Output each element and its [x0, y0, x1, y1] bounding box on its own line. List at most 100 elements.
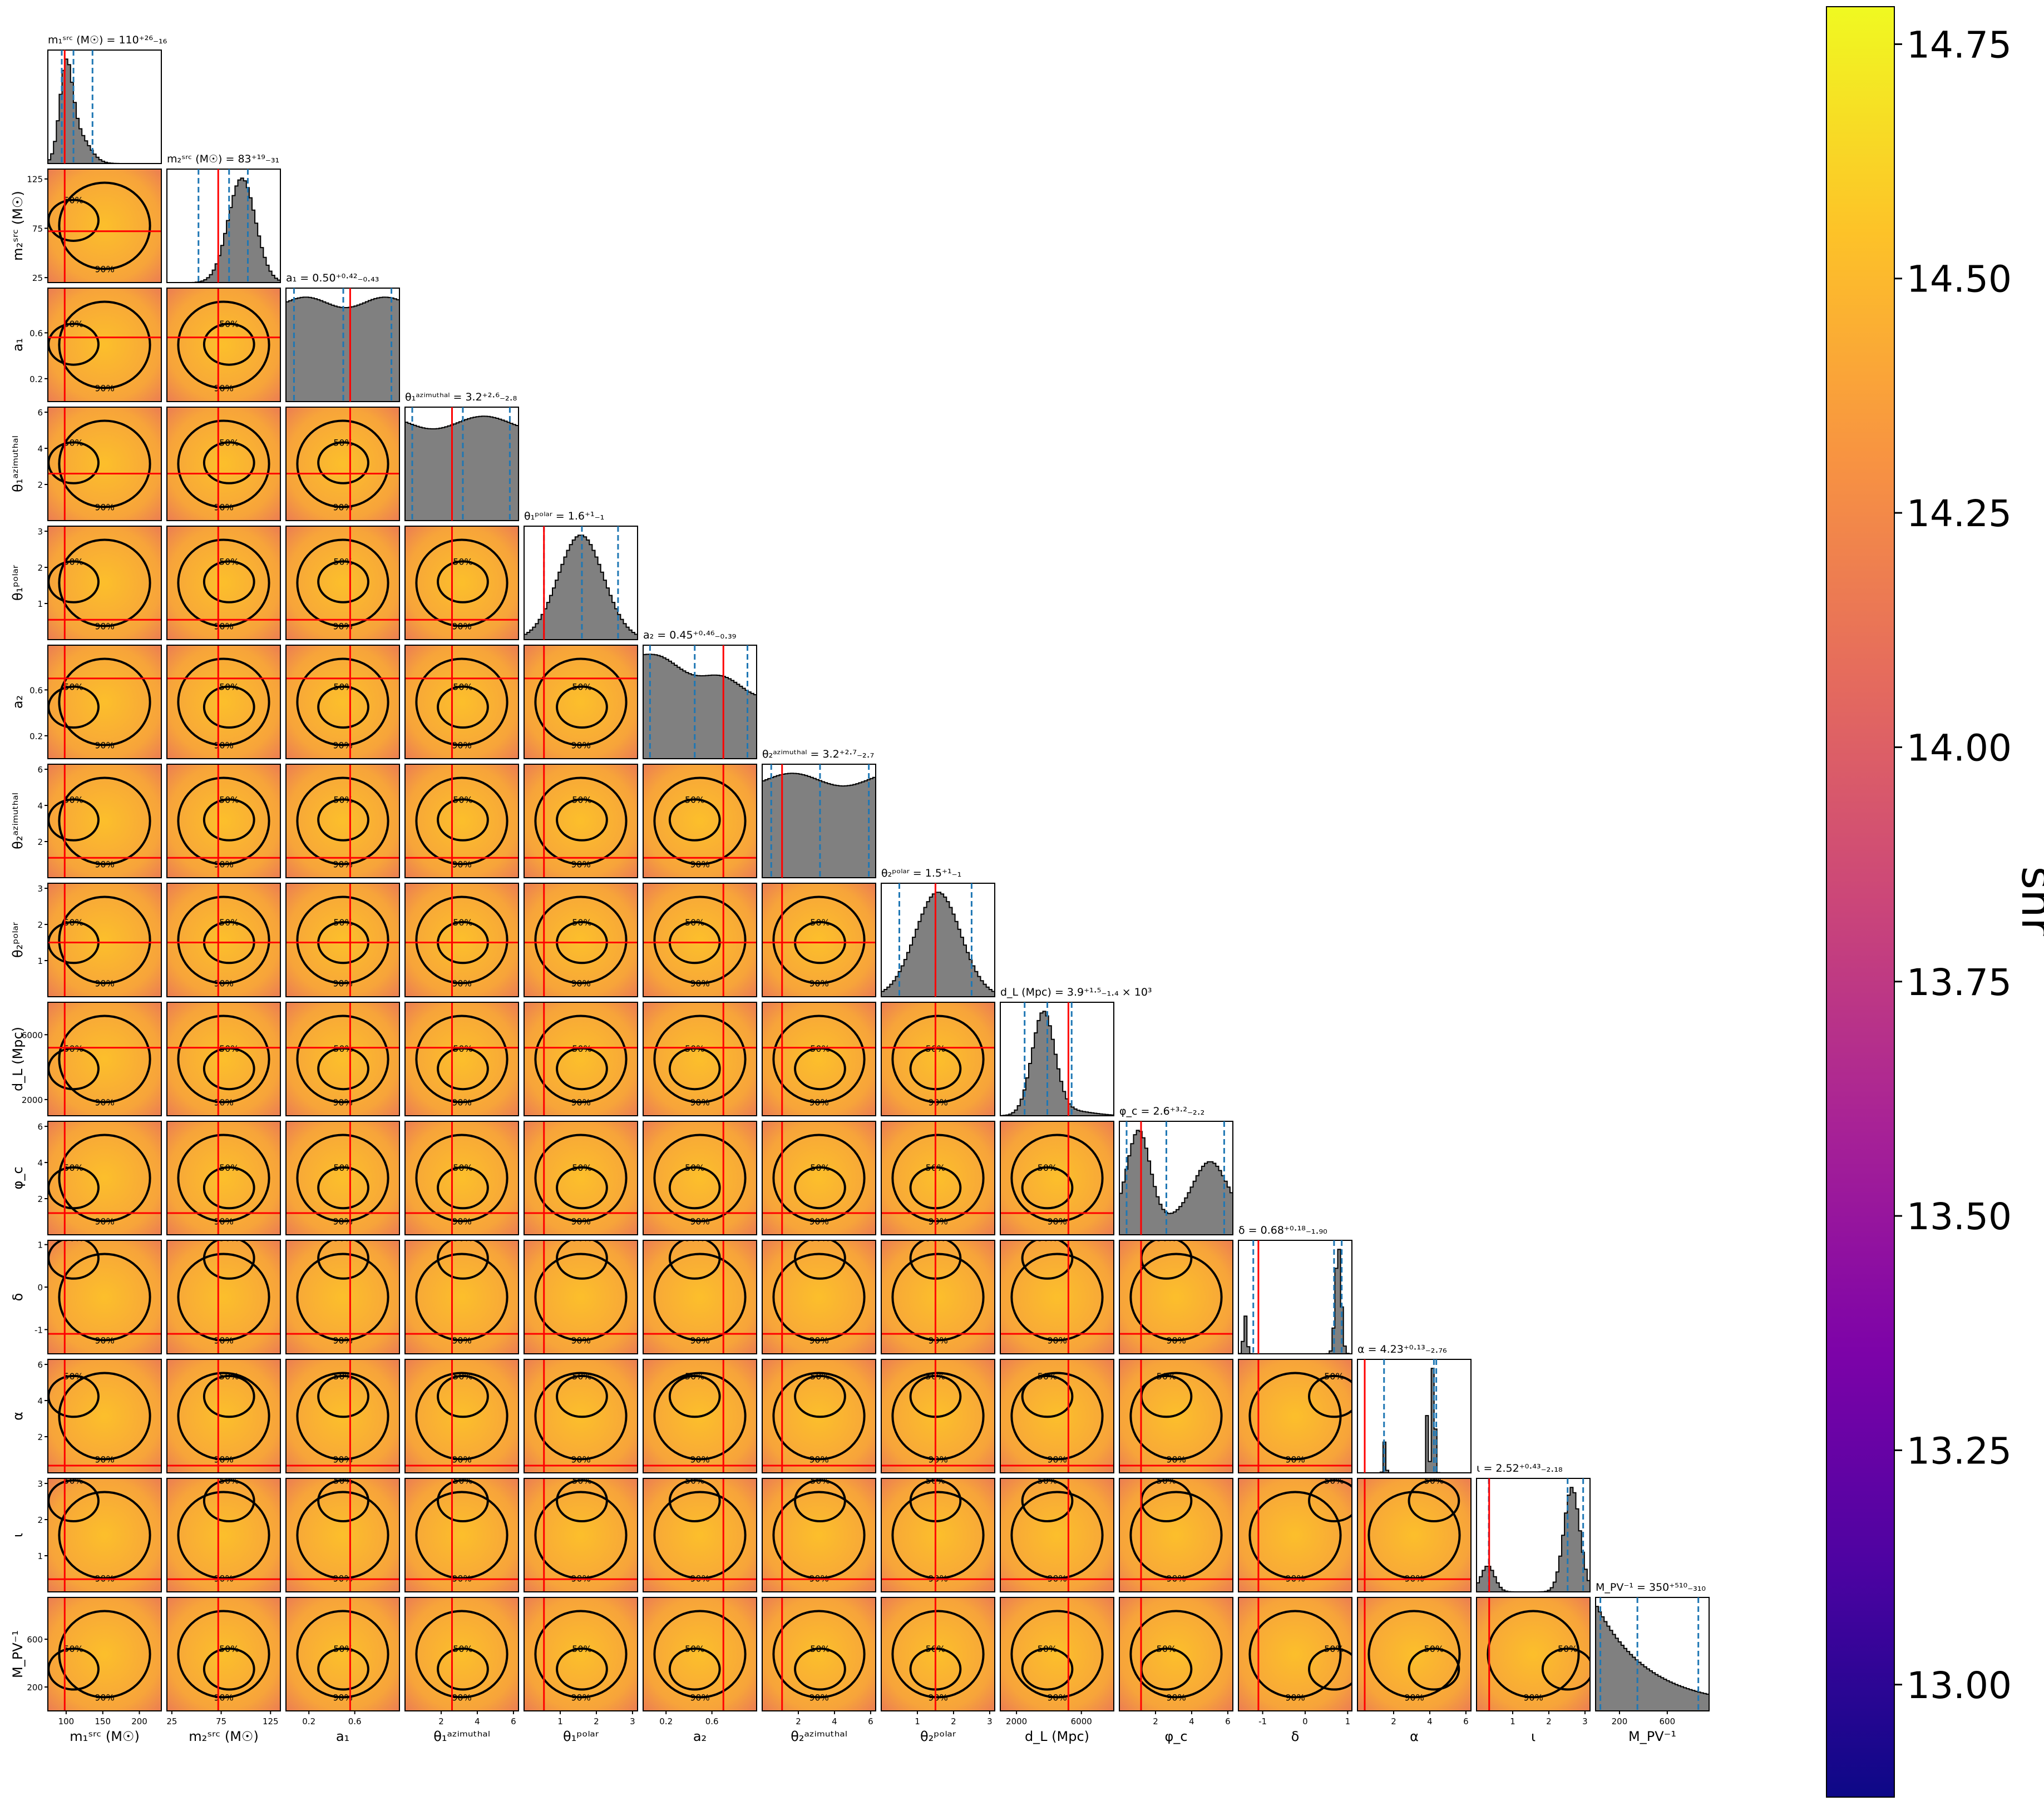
contour-label-50-phic-theta1pol: 50%: [572, 1162, 592, 1173]
contour-label-90-alpha-m1src: 90%: [95, 1454, 115, 1465]
xlabel-theta2az: θ₂ᵃᶻⁱᵐᵘᵗʰᵃˡ: [791, 1729, 847, 1744]
ytick-label-mpv-1: 600: [27, 1635, 43, 1645]
contour-label-50-mpv-delta: 50%: [1324, 1644, 1344, 1654]
density-dL-theta1pol: [524, 1002, 638, 1116]
histogram-theta2pol: [881, 892, 995, 997]
panel-frame-theta2az-m1src: [47, 764, 162, 878]
ytick-label-theta1pol-2: 3: [37, 527, 43, 537]
xtick-label-theta2pol-2: 3: [987, 1716, 993, 1726]
contour-label-50-mpv-alpha: 50%: [1424, 1644, 1444, 1654]
panel-frame-iota-theta2az: [762, 1478, 876, 1592]
panel-title-iota: ι = 2.52⁺⁰·⁴³₋₂.₁₈: [1477, 1462, 1563, 1475]
contour-90-mpv-iota: [1487, 1610, 1580, 1699]
density-dL-m2src: [167, 1002, 280, 1116]
contour-label-50-mpv-dL: 50%: [1038, 1644, 1058, 1654]
contour-label-50-alpha-theta1az: 50%: [453, 1371, 473, 1382]
contour-label-50-iota-m2src: 50%: [219, 1476, 239, 1486]
contour-label-50-phic-m2src: 50%: [219, 1162, 239, 1173]
histogram-a1: [285, 296, 400, 402]
panel-frame-theta2pol-m1src: [47, 883, 162, 997]
panel-frame-iota-delta: [1238, 1478, 1352, 1592]
contour-label-50-theta1pol-a1: 50%: [333, 556, 353, 567]
xtick-label-theta1pol-1: 2: [594, 1716, 599, 1726]
contour-label-50-a2-theta1pol: 50%: [572, 682, 592, 692]
density-dL-theta1az: [405, 1002, 519, 1116]
contour-90-delta-theta2pol: [891, 1253, 985, 1342]
ytick-label-m2src-0: 25: [32, 273, 43, 283]
panel-frame-alpha-theta2pol: [881, 1359, 995, 1473]
panel-title-mpv: M_PV⁻¹ = 350⁺⁵¹⁰₋₃₁₀: [1596, 1581, 1706, 1594]
panel-title-a1: a₁ = 0.50⁺⁰·⁴²₋₀.₄₃: [286, 272, 379, 284]
xtick-label-theta1pol-2: 3: [630, 1716, 635, 1726]
panel-frame-alpha-delta: [1238, 1359, 1352, 1473]
contour-label-50-delta-theta2az: 50%: [810, 1233, 830, 1243]
density-dL-a2: [643, 1002, 757, 1116]
ytick-label-theta2az-0: 2: [37, 837, 43, 847]
ytick-label-a2-0: 0.2: [29, 731, 43, 741]
ytick-label-iota-1: 2: [37, 1515, 43, 1525]
ylabel-phic: φ_c: [10, 1166, 26, 1189]
contour-90-phic-m1src: [58, 1134, 151, 1223]
density-delta-theta1pol: [524, 1240, 638, 1354]
panel-iota-vs-a1: 50%90%: [286, 1478, 399, 1592]
contour-90-alpha-phic: [1129, 1372, 1223, 1461]
histogram-dL: [1000, 1011, 1114, 1116]
contour-label-50-iota-theta2az: 50%: [810, 1476, 830, 1486]
density-theta1az-m1src: [48, 407, 161, 521]
contour-50-alpha-m1src: [48, 1374, 100, 1418]
panel-frame-phic-a2: [643, 1121, 757, 1235]
density-dL-m1src: [48, 1002, 161, 1116]
panel-theta2pol-vs-theta2az: 50% 90%: [762, 883, 876, 997]
density-iota-theta1pol: [524, 1478, 638, 1592]
ytick-label-theta2pol-1: 2: [37, 920, 43, 930]
panel-frame-phic-dL: [1000, 1121, 1114, 1235]
xtick-label-delta-0: -1: [1258, 1716, 1267, 1726]
contour-label-50-iota-m1src: 50%: [63, 1476, 83, 1486]
contour-label-50-dL-a1: 50%: [333, 1043, 353, 1054]
contour-90-mpv-a1: [296, 1610, 389, 1699]
xlabel-iota: ι: [1531, 1729, 1536, 1744]
contour-90-theta1pol-m1src: [58, 538, 151, 627]
panel-frame-iota-theta1az: [404, 1478, 519, 1592]
contour-50-theta1az-a1: [317, 441, 369, 484]
density-theta2pol-a1: [286, 883, 399, 997]
contour-label-90-theta1pol-a1: 90%: [333, 621, 353, 632]
ytick-label-theta1pol-1: 2: [37, 563, 43, 573]
panel-a2-vs-m2src: 50% 90%: [167, 645, 280, 759]
contour-50-a2-m1src: [48, 685, 100, 729]
contour-50-phic-a2: [668, 1166, 721, 1210]
contour-90-mpv-alpha: [1367, 1610, 1461, 1699]
panel-alpha-vs-m1src: 50% 90%: [48, 1359, 161, 1473]
ylabel-a1: a₁: [10, 338, 26, 352]
ytick-label-iota-0: 1: [37, 1551, 43, 1561]
histogram-mpv: [1595, 1606, 1710, 1711]
panel-frame-theta2pol-m2src: [166, 883, 281, 997]
ylabel-a2: a₂: [10, 695, 26, 709]
panel-frame-theta2az: [762, 764, 876, 878]
histogram-theta1pol: [524, 535, 638, 640]
xlabel-alpha: α: [1410, 1729, 1419, 1744]
panel-phic-vs-theta2pol: 50%90%: [881, 1121, 995, 1235]
ytick-label-theta1az-1: 4: [37, 444, 43, 454]
contour-50-alpha-delta: [1308, 1374, 1352, 1418]
contour-label-90-theta2az-theta1pol: 90%: [571, 859, 591, 870]
contour-label-90-delta-theta2az: 90%: [809, 1335, 829, 1346]
contour-50-theta2az-theta1pol: [556, 798, 608, 842]
contour-90-theta1az-a1: [296, 419, 389, 508]
panel-frame-mpv-iota: [1476, 1597, 1591, 1711]
density-a1-m2src: [167, 288, 280, 402]
contour-50-mpv-theta1az: [437, 1647, 489, 1691]
panel-iota-vs-delta: 50%90%: [1238, 1478, 1352, 1592]
panel-theta1pol-vs-m2src: 50% 90%: [167, 526, 280, 640]
density-mpv-iota: [1477, 1597, 1590, 1711]
density-theta2az-theta1pol: [524, 764, 638, 878]
panel-delta-vs-dL: 50% 90%: [1000, 1240, 1114, 1354]
panel-frame-delta-m2src: [166, 1240, 281, 1354]
contour-90-theta2az-a2: [653, 776, 747, 865]
density-a2-theta1az: [405, 645, 519, 759]
panel-frame-mpv-theta1az: [404, 1597, 519, 1711]
contour-50-mpv-a1: [317, 1647, 369, 1691]
panel-theta2az-vs-m2src: 50% 90%: [167, 764, 280, 878]
ylabel-iota: ι: [10, 1533, 26, 1537]
